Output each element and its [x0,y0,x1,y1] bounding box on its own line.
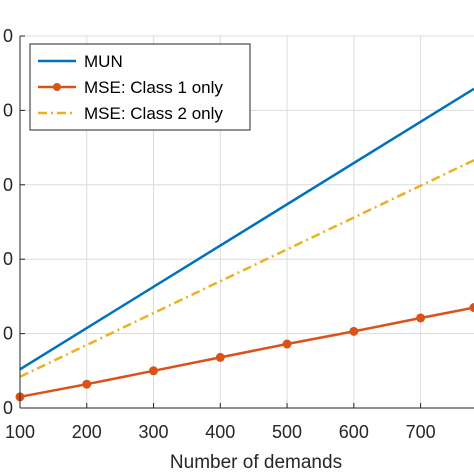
y-tick-label: 0 [3,324,13,344]
x-tick-label: 400 [205,422,235,442]
legend: MUN MSE: Class 1 only MSE: Class 2 only [29,43,251,131]
data-point [82,379,92,389]
data-point [416,313,426,323]
x-tick-label: 700 [406,422,436,442]
series-layer [15,87,474,402]
x-tick-label: 200 [72,422,102,442]
series-line [19,87,474,371]
legend-label: MSE: Class 2 only [84,104,223,123]
legend-marker [53,83,61,91]
y-tick-label: 0 [3,398,13,418]
x-tick-label: 300 [139,422,169,442]
x-axis-label: Number of demands [170,452,342,473]
data-point [149,366,159,376]
data-point [215,352,225,362]
x-tick-label: 600 [339,422,369,442]
x-tick-label: 500 [272,422,302,442]
y-tick-label: 0 [3,100,13,120]
data-point [469,303,474,313]
axes: 100 200 300 400 500 600 700 0 0 0 0 0 0 [3,26,474,442]
series-line [19,159,474,378]
legend-label: MUN [84,52,123,71]
y-tick-label: 0 [3,175,13,195]
x-tick-label: 100 [5,422,35,442]
series-line [19,306,474,399]
y-tick-label: 0 [3,26,13,46]
y-tick-label: 0 [3,249,13,269]
legend-label: MSE: Class 1 only [84,78,223,97]
data-point [282,339,292,349]
data-point [349,326,359,336]
